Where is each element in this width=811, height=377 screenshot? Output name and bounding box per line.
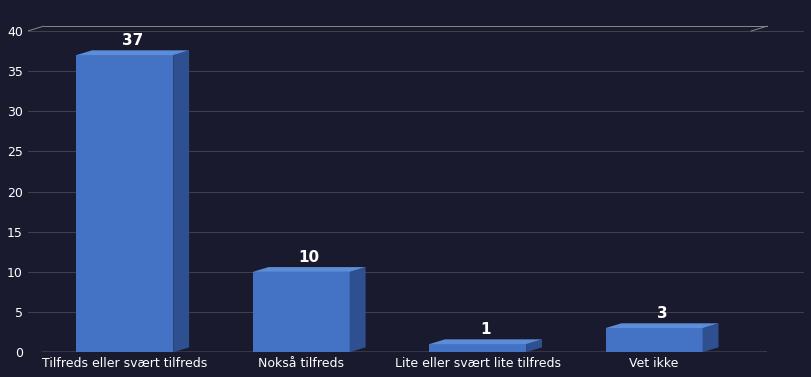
Text: 1: 1 (480, 322, 491, 337)
Polygon shape (429, 344, 526, 352)
Polygon shape (28, 351, 767, 356)
Text: 37: 37 (122, 33, 144, 48)
Polygon shape (702, 323, 719, 352)
Text: 10: 10 (298, 250, 320, 265)
Polygon shape (429, 339, 542, 344)
Polygon shape (350, 267, 366, 352)
Text: 3: 3 (657, 306, 667, 321)
Polygon shape (76, 50, 189, 55)
Polygon shape (76, 55, 174, 352)
Polygon shape (526, 339, 542, 352)
Polygon shape (606, 323, 719, 328)
Polygon shape (174, 50, 189, 352)
Polygon shape (253, 272, 350, 352)
Polygon shape (253, 267, 366, 272)
Polygon shape (606, 328, 702, 352)
